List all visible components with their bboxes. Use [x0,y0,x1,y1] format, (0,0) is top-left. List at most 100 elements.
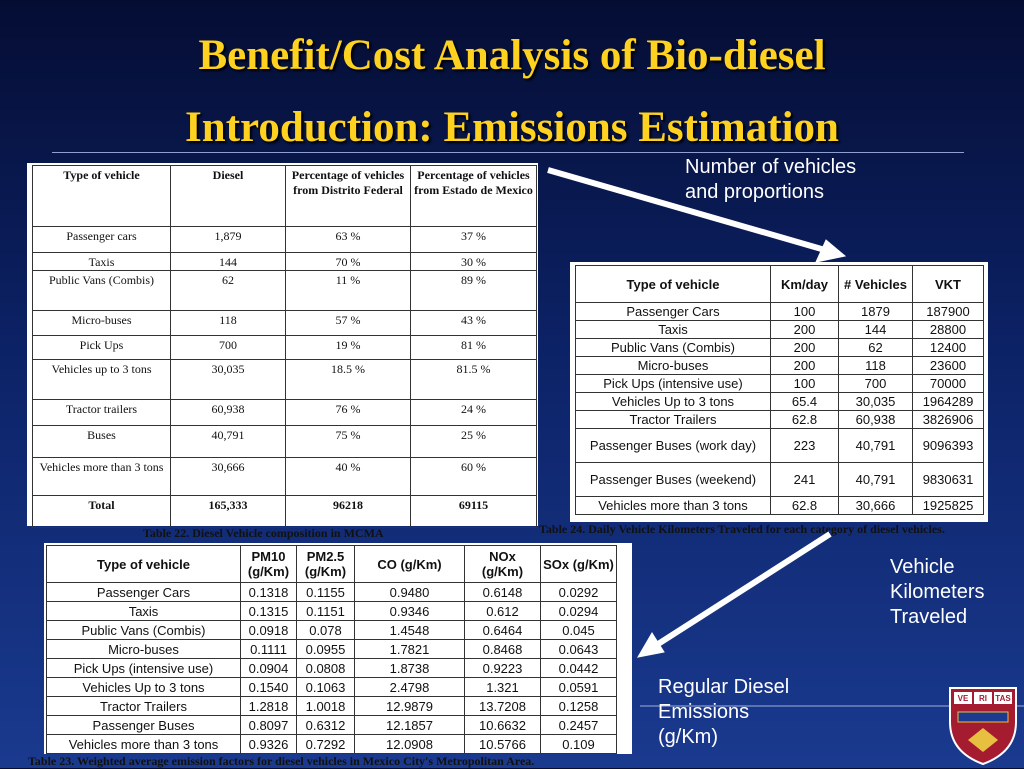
table-cell: 12400 [912,338,984,357]
table-cell: Tractor trailers [32,399,171,426]
table-cell: 223 [770,428,839,463]
table-cell: 1.321 [464,677,541,697]
header-cell: PM2.5 (g/Km) [296,545,355,583]
table-cell: Vehicles more than 3 tons [46,734,241,754]
header-cell: Km/day [770,265,839,303]
table-row: Vehicles more than 3 tons 62.8 30,666 19258… [575,496,984,515]
table-cell: Taxis [46,601,241,621]
logo: VE RI TAS [949,687,1017,766]
table-cell: 12.0908 [354,734,465,754]
table-cell: 0.1258 [540,696,617,716]
table-cell: Buses [32,425,171,458]
table-cell: 9830631 [912,462,984,497]
table-row: Tractor Trailers 62.8 60,938 3826906 [575,410,984,429]
table-cell: 23600 [912,356,984,375]
table-caption: Table 23. Weighted average emission fact… [28,754,535,768]
annotation-line: Number of vehicles [685,156,857,178]
table-cell: 0.078 [296,620,355,640]
table-cell: Vehicles more than 3 tons [32,457,171,496]
table-row: Vehicles more than 3 tons 0.9326 0.7292 12.… [46,734,617,754]
header-cell: NOx (g/Km) [464,545,541,583]
table-cell: Passenger Buses (work day) [575,428,771,463]
book [974,692,992,704]
table-cell: Tractor Trailers [46,696,241,716]
table-cell: Public Vans (Combis) [32,270,171,311]
annotation: Regular Diesel Emissions (g/Km) [658,675,789,750]
table-cell: Passenger cars [32,226,171,253]
annotation-line: and proportions [685,181,824,203]
title-rule [52,152,964,153]
table-cell: Passenger Cars [575,302,771,321]
table-row: Taxis 0.1315 0.1151 0.9346 0.612 0.0294 [46,601,617,621]
table-row: Total 165,333 96218 69115 [32,495,537,528]
table-cell: Pick Ups [32,335,171,360]
table-row: Tractor Trailers 1.2818 1.0018 12.9879 13.72… [46,696,617,716]
table-cell: 0.6148 [464,582,541,602]
arrows [547,167,847,658]
annotation-line: Traveled [890,606,968,628]
table-cell: 1964289 [912,392,984,411]
table-cell: 43 % [410,310,537,336]
table-cell: 0.7292 [296,734,355,754]
annotation: Vehicle Kilometers Traveled [890,555,984,630]
table-cell: Vehicles up to 3 tons [32,359,171,400]
table-row: Taxis 200 144 28800 [575,320,984,339]
table-cell: Vehicles more than 3 tons [575,496,771,515]
arrow-head [815,239,847,263]
annotation-line: Kilometers [890,581,985,603]
table-cell: 9096393 [912,428,984,463]
annotation-line: Emissions [658,701,750,723]
table-cell: 12.9879 [354,696,465,716]
table-row: Passenger Buses 0.8097 0.6312 12.1857 10.663… [46,715,617,735]
header-row: Type of vehicle Km/day # Vehicles VKT [575,265,984,303]
table-row: Pick Ups (intensive use) 100 700 70000 [575,374,984,393]
arrow-head [637,632,665,658]
data-table: Type of vehicle Km/day # Vehicles VKT Passen… [575,265,984,515]
header-cell: Percentage of vehicles from Estado de Me… [410,165,537,227]
table-cell: 40,791 [838,428,913,463]
table-row: Passenger Cars 0.1318 0.1155 0.9480 0.6148 0.… [46,582,617,602]
table-cell: 0.0955 [296,639,355,659]
table-cell: 12.1857 [354,715,465,735]
table-cell: 30,666 [170,457,286,496]
header-cell: CO (g/Km) [354,545,465,583]
header-cell: SOx (g/Km) [540,545,617,583]
table-cell: 40 % [285,457,411,496]
data-table: Type of vehicle PM10 (g/Km) PM2.5 (g/Km) CO… [46,545,617,754]
header-row: Type of vehicle PM10 (g/Km) PM2.5 (g/Km) CO… [46,545,617,583]
header-row: Type of vehicle Diesel Percentage of vehic… [32,165,537,227]
table-cell: 60,938 [838,410,913,429]
arrow [653,531,832,649]
table-cell: 75 % [285,425,411,458]
header-cell: Diesel [170,165,286,227]
logo-text: VE [958,694,969,703]
book [994,692,1012,704]
header-cell: Type of vehicle [46,545,241,583]
table-row: Taxis 144 70 % 30 % [32,252,537,271]
table-cell: 30 % [410,252,537,271]
table-cell: Pick Ups (intensive use) [575,374,771,393]
table-row: Micro-buses 200 118 23600 [575,356,984,375]
table-row: Vehicles up to 3 tons 30,035 18.5 % 81.5 % [32,359,537,400]
table-cell: 1879 [838,302,913,321]
table-cell: 118 [170,310,286,336]
table-cell: 0.8468 [464,639,541,659]
table-cell: 1.4548 [354,620,465,640]
table-cell: 76 % [285,399,411,426]
table-cell: 40,791 [170,425,286,458]
table-cell: 24 % [410,399,537,426]
emblem [968,728,998,752]
table-cell: 18.5 % [285,359,411,400]
table-row: Public Vans (Combis) 62 11 % 89 % [32,270,537,311]
table-cell: 0.612 [464,601,541,621]
table-row: Passenger Cars 100 1879 187900 [575,302,984,321]
annotation-line: Vehicle [890,556,955,578]
table-cell: 1,879 [170,226,286,253]
table-cell: 1.0018 [296,696,355,716]
table-cell: 0.9326 [240,734,297,754]
book [954,692,972,704]
table-cell: 1925825 [912,496,984,515]
table-cell: 62 [170,270,286,311]
table-cell: 144 [838,320,913,339]
logo-text: TAS [995,694,1011,703]
